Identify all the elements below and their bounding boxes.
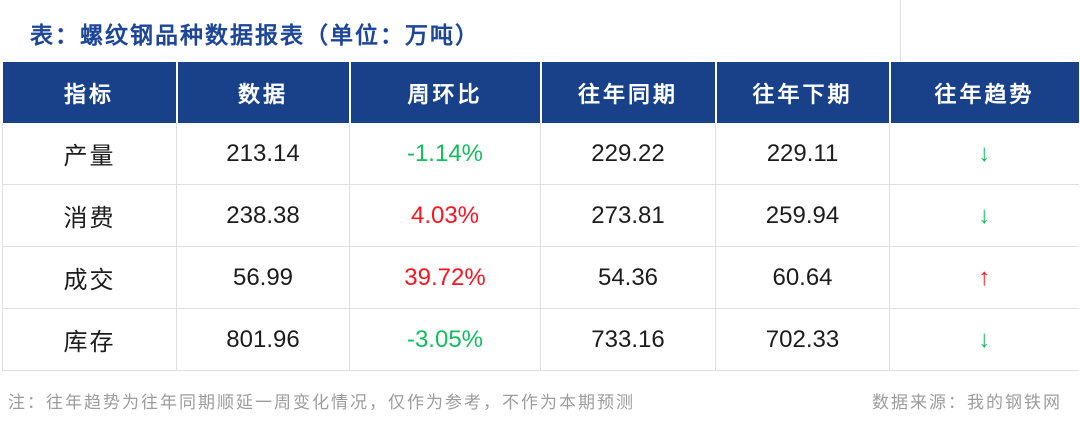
wow-cell: 39.72% [349, 246, 541, 309]
row-label: 库存 [2, 308, 177, 371]
trend-arrow-icon: ↓ [889, 308, 1079, 371]
table-row-output: 产量 213.14 -1.14% 229.22 229.11 ↓ [2, 123, 1079, 185]
row-label: 消费 [2, 184, 177, 247]
table-header-row: 指标 数据 周环比 往年同期 往年下期 往年趋势 [2, 62, 1079, 123]
last-year-same-cell: 229.22 [540, 123, 716, 185]
row-label: 成交 [2, 246, 177, 309]
last-year-same-cell: 273.81 [540, 184, 716, 247]
last-year-next-cell: 229.11 [715, 123, 890, 185]
footer: 注：往年趋势为往年同期顺延一周变化情况，仅作为参考，不作为本期预测 数据来源：我… [8, 388, 1062, 413]
footnote: 注：往年趋势为往年同期顺延一周变化情况，仅作为参考，不作为本期预测 [8, 393, 635, 412]
last-year-next-cell: 259.94 [715, 184, 890, 247]
row-label: 产量 [2, 123, 177, 185]
trend-arrow-icon: ↑ [889, 246, 1079, 309]
wow-cell: 4.03% [349, 184, 541, 247]
col-header-wow: 周环比 [349, 62, 542, 123]
col-header-last-year-trend: 往年趋势 [889, 62, 1079, 123]
table-row-transactions: 成交 56.99 39.72% 54.36 60.64 ↑ [2, 246, 1079, 309]
last-year-same-cell: 54.36 [540, 246, 716, 309]
col-header-indicator: 指标 [2, 62, 178, 123]
trend-arrow-icon: ↓ [889, 123, 1079, 185]
wow-cell: -1.14% [349, 123, 541, 185]
trend-arrow-icon: ↓ [889, 184, 1079, 247]
last-year-same-cell: 733.16 [540, 308, 716, 371]
value-cell: 213.14 [176, 123, 350, 185]
value-cell: 801.96 [176, 308, 350, 371]
col-header-last-year-next: 往年下期 [715, 62, 891, 123]
title-column-divider [900, 0, 901, 62]
last-year-next-cell: 702.33 [715, 308, 890, 371]
col-header-value: 数据 [176, 62, 351, 123]
col-header-last-year-same: 往年同期 [540, 62, 717, 123]
table-row-consumption: 消费 238.38 4.03% 273.81 259.94 ↓ [2, 184, 1079, 247]
rebar-data-table: 指标 数据 周环比 往年同期 往年下期 往年趋势 产量 213.14 -1.14… [2, 62, 1079, 371]
last-year-next-cell: 60.64 [715, 246, 890, 309]
report-title: 表：螺纹钢品种数据报表（单位：万吨） [30, 23, 480, 48]
data-source: 数据来源：我的钢铁网 [872, 393, 1062, 412]
value-cell: 56.99 [176, 246, 350, 309]
wow-cell: -3.05% [349, 308, 541, 371]
table-row-inventory: 库存 801.96 -3.05% 733.16 702.33 ↓ [2, 308, 1079, 371]
value-cell: 238.38 [176, 184, 350, 247]
